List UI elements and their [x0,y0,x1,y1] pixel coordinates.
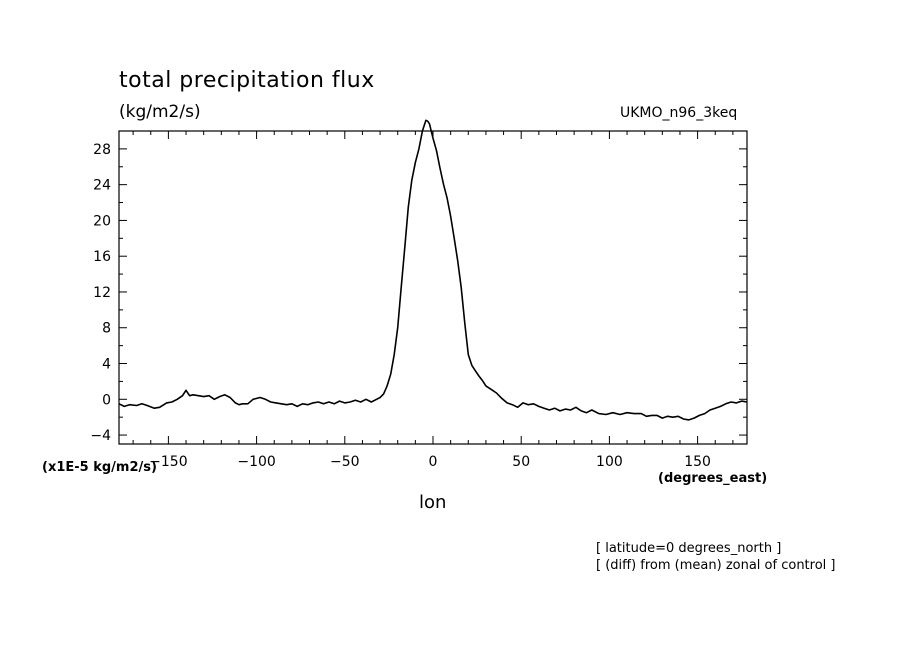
chart-units: (kg/m2/s) [119,102,201,122]
x-tick-label: 150 [684,454,711,470]
plot-frame [118,130,748,445]
x-tick-label: 50 [512,454,530,470]
y-tick-label: 12 [93,285,111,301]
x-axis-unit: (degrees_east) [658,471,768,486]
diff-note: [ (diff) from (mean) zonal of control ] [596,558,836,573]
y-axis-unit: (x1E-5 kg/m2/s) [42,460,157,475]
chart-title: total precipitation flux [119,68,375,93]
y-tick-label: 24 [93,178,111,194]
x-tick-label: −50 [330,454,360,470]
y-tick-labels: −4 0 4 8 12 16 20 24 28 [90,142,111,444]
y-tick-label: 4 [102,357,111,373]
latitude-note: [ latitude=0 degrees_north ] [596,541,782,556]
model-label: UKMO_n96_3keq [620,105,738,121]
x-tick-label: 100 [596,454,623,470]
x-tick-label: −100 [237,454,275,470]
y-tick-label: 28 [93,142,111,158]
y-tick-label: 0 [102,392,111,408]
x-tick-label: 0 [429,454,438,470]
y-tick-label: −4 [90,428,111,444]
x-tick-labels: −150 −100 −50 0 50 100 150 [149,454,711,470]
tick-marks [119,130,747,444]
precipitation-series-line [118,119,748,421]
x-axis-label: lon [419,492,447,513]
y-tick-label: 8 [102,321,111,337]
y-tick-label: 20 [93,213,111,229]
x-tick-label: −150 [149,454,187,470]
y-tick-label: 16 [93,249,111,265]
